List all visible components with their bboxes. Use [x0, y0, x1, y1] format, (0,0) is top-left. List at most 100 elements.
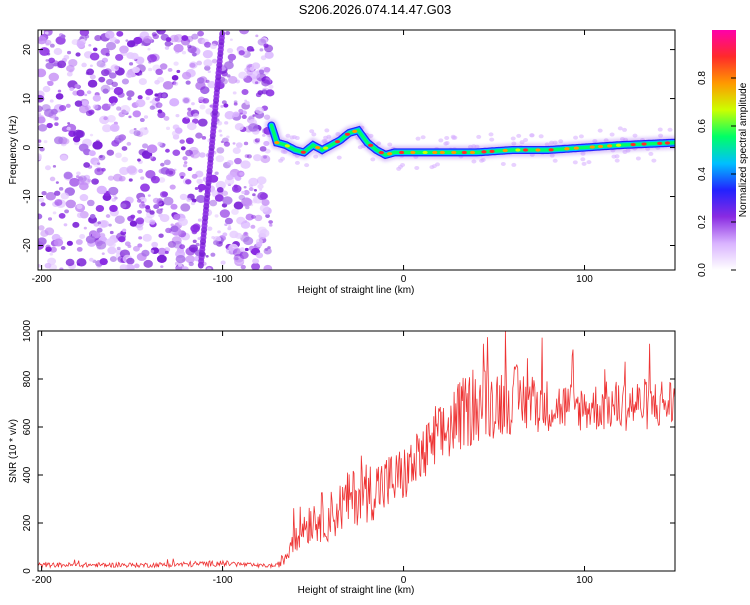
- noise-blob: [89, 214, 96, 219]
- noise-blob: [47, 80, 54, 87]
- noise-blob: [222, 232, 228, 237]
- noise-blob: [54, 199, 63, 206]
- x-tick-label: 100: [576, 274, 593, 285]
- noise-blob: [180, 175, 184, 179]
- noise-blob: [94, 35, 102, 42]
- noise-blob: [76, 171, 81, 176]
- noise-blob: [233, 102, 238, 106]
- noise-blob: [149, 219, 156, 225]
- spectrogram-y-label: Frequency (Hz): [8, 116, 19, 185]
- noise-blob: [243, 189, 250, 196]
- noise-blob: [226, 48, 234, 54]
- noise-blob: [265, 89, 275, 97]
- noise-blob: [263, 66, 271, 73]
- noise-blob: [38, 143, 41, 147]
- noise-blob: [114, 215, 125, 224]
- noise-blob: [259, 188, 263, 191]
- noise-blob: [83, 162, 91, 168]
- noise-blob: [44, 31, 49, 35]
- noise-blob: [143, 115, 149, 119]
- noise-blob: [245, 101, 250, 105]
- noise-blob: [163, 159, 171, 166]
- noise-blob: [238, 50, 245, 56]
- noise-blob: [65, 199, 76, 209]
- noise-blob: [125, 263, 135, 270]
- noise-blob: [56, 60, 67, 69]
- x-tick-label: -200: [32, 274, 52, 285]
- noise-blob: [138, 78, 148, 85]
- x-tick-label: -100: [213, 575, 233, 586]
- noise-blob: [160, 265, 164, 268]
- noise-blob: [257, 183, 264, 190]
- noise-blob: [40, 229, 49, 237]
- halo-blob: [431, 164, 437, 169]
- noise-blob: [101, 252, 105, 255]
- noise-blob: [186, 122, 197, 131]
- noise-blob: [146, 144, 158, 154]
- noise-blob: [89, 52, 100, 61]
- noise-blob: [149, 156, 154, 159]
- noise-blob: [199, 104, 206, 110]
- noise-blob: [92, 104, 99, 110]
- noise-blob: [158, 233, 164, 238]
- noise-blob: [156, 254, 167, 263]
- noise-blob: [241, 190, 245, 194]
- noise-blob: [126, 141, 132, 146]
- noise-blob: [173, 213, 181, 220]
- noise-blob: [138, 72, 143, 76]
- noise-blob: [195, 242, 200, 247]
- noise-blob: [248, 123, 259, 132]
- noise-blob: [197, 183, 207, 191]
- noise-blob: [226, 135, 230, 139]
- halo-blob: [471, 159, 477, 164]
- noise-blob: [78, 180, 85, 186]
- noise-blob: [60, 246, 66, 250]
- noise-blob: [63, 223, 68, 227]
- noise-blob: [128, 115, 132, 119]
- noise-blob: [133, 130, 141, 137]
- halo-blob: [278, 158, 284, 163]
- noise-blob: [226, 74, 231, 78]
- noise-blob: [185, 179, 192, 185]
- noise-blob: [212, 240, 219, 246]
- noise-blob: [115, 54, 124, 61]
- noise-blob: [185, 149, 193, 157]
- noise-blob: [39, 146, 45, 152]
- halo-blob: [658, 133, 664, 138]
- noise-blob: [92, 47, 98, 52]
- noise-blob: [107, 246, 117, 255]
- noise-blob: [197, 218, 202, 222]
- noise-blob: [104, 68, 112, 75]
- noise-blob: [81, 100, 89, 106]
- ridge-peak: [469, 150, 476, 155]
- noise-blob: [224, 121, 229, 125]
- noise-blob: [205, 254, 209, 258]
- noise-blob: [107, 103, 111, 107]
- noise-blob: [180, 37, 191, 46]
- noise-speckle: [38, 30, 675, 270]
- snr-series: [38, 331, 675, 569]
- halo-blob: [586, 160, 592, 165]
- noise-blob: [38, 116, 46, 124]
- noise-blob: [64, 209, 69, 214]
- noise-blob: [207, 81, 217, 89]
- colorbar-tick-label: 0.6: [697, 119, 708, 133]
- noise-blob: [65, 103, 71, 108]
- noise-blob: [88, 216, 98, 224]
- noise-blob: [149, 210, 155, 215]
- noise-blob: [52, 211, 57, 215]
- noise-blob: [121, 146, 128, 151]
- noise-blob: [152, 197, 160, 204]
- noise-blob: [232, 91, 237, 95]
- noise-blob: [102, 124, 112, 133]
- noise-blob: [76, 258, 87, 267]
- noise-blob: [127, 96, 132, 101]
- noise-blob: [165, 148, 170, 153]
- noise-blob: [127, 215, 135, 222]
- noise-blob: [137, 243, 143, 248]
- noise-blob: [233, 201, 244, 210]
- noise-blob: [234, 157, 242, 165]
- noise-blob: [147, 67, 153, 72]
- noise-blob: [256, 176, 267, 185]
- noise-blob: [257, 38, 267, 46]
